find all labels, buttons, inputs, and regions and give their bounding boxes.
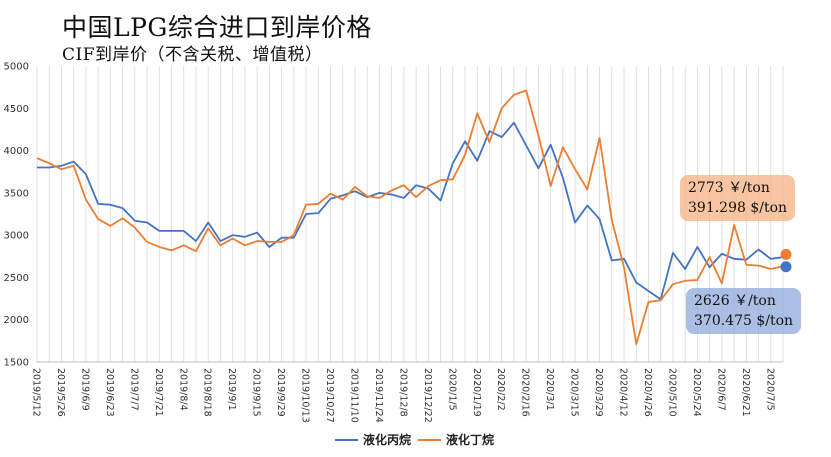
legend-label-butane: 液化丁烷 [446,432,494,447]
propane-end-marker [780,261,792,273]
propane-series-line [37,121,784,301]
x-tick-label: 2019/12/22 [422,368,433,423]
x-tick-label: 2019/10/27 [324,368,335,423]
x-tick-label: 2020/6/21 [740,368,751,417]
y-tick-label: 4500 [4,104,29,115]
x-tick-label: 2019/7/21 [153,368,164,417]
x-tick-label: 2019/6/9 [79,368,90,411]
x-axis: 2019/5/12 2019/5/26 2019/6/9 2019/6/23 2019/… [31,368,776,423]
end-markers [780,248,792,273]
x-tick-label: 2020/6/7 [715,368,726,411]
x-tick-label: 2020/5/24 [691,368,702,417]
x-tick-label: 2019/11/10 [348,368,359,423]
x-tick-label: 2020/4/12 [618,368,629,417]
chart-title: 中国LPG综合进口到岸价格 [62,13,372,42]
chart-grid [36,66,784,363]
x-tick-label: 2020/1/19 [471,368,482,417]
x-tick-label: 2019/8/4 [177,368,188,411]
propane-price-usd: 370.475 $/ton [694,313,794,329]
y-tick-label: 2000 [4,315,29,326]
x-tick-label: 2019/9/29 [275,368,286,417]
y-axis: 1500 2000 2500 3000 3500 4000 4500 5000 [4,62,29,369]
legend: 液化丙烷 液化丁烷 [335,432,494,447]
x-tick-label: 2019/9/15 [251,368,262,417]
chart-subtitle: CIF到岸价（不含关税、增值税） [62,45,323,65]
butane-series-line [36,89,784,346]
x-tick-label: 2019/5/12 [31,368,42,417]
x-tick-label: 2019/10/13 [300,368,311,423]
chart-series [36,89,784,346]
x-tick-label: 2020/2/2 [495,368,506,411]
propane-price-callout: 2626 ￥/ton 370.475 $/ton [686,288,802,334]
legend-label-propane: 液化丙烷 [363,432,411,447]
x-tick-label: 2019/7/7 [128,368,139,411]
x-tick-label: 2020/4/26 [642,368,653,417]
x-tick-label: 2020/1/5 [446,368,457,411]
propane-price-cny: 2626 ￥/ton [694,293,776,309]
y-tick-label: 1500 [4,358,29,369]
x-tick-label: 2020/7/5 [764,368,775,411]
x-tick-label: 2019/8/18 [202,368,213,417]
y-tick-label: 3500 [4,188,29,199]
butane-end-marker [780,248,792,260]
x-tick-label: 2019/6/23 [104,368,115,417]
x-tick-label: 2019/5/26 [55,368,66,417]
y-tick-label: 4000 [4,146,29,157]
butane-price-usd: 391.298 $/ton [688,200,788,216]
x-tick-label: 2019/12/8 [397,368,408,417]
x-tick-label: 2020/3/15 [569,368,580,417]
y-tick-label: 5000 [4,62,29,73]
x-tick-label: 2020/2/16 [520,368,531,417]
x-tick-label: 2020/3/29 [593,368,604,417]
y-tick-label: 3000 [4,231,29,242]
butane-price-callout: 2773 ￥/ton 391.298 $/ton [680,175,796,221]
x-tick-label: 2019/11/24 [373,368,384,423]
x-tick-label: 2020/5/10 [666,368,677,417]
butane-price-cny: 2773 ￥/ton [688,180,770,196]
x-tick-label: 2019/9/1 [226,368,237,411]
x-tick-label: 2020/3/1 [544,368,555,411]
y-tick-label: 2500 [4,273,29,284]
